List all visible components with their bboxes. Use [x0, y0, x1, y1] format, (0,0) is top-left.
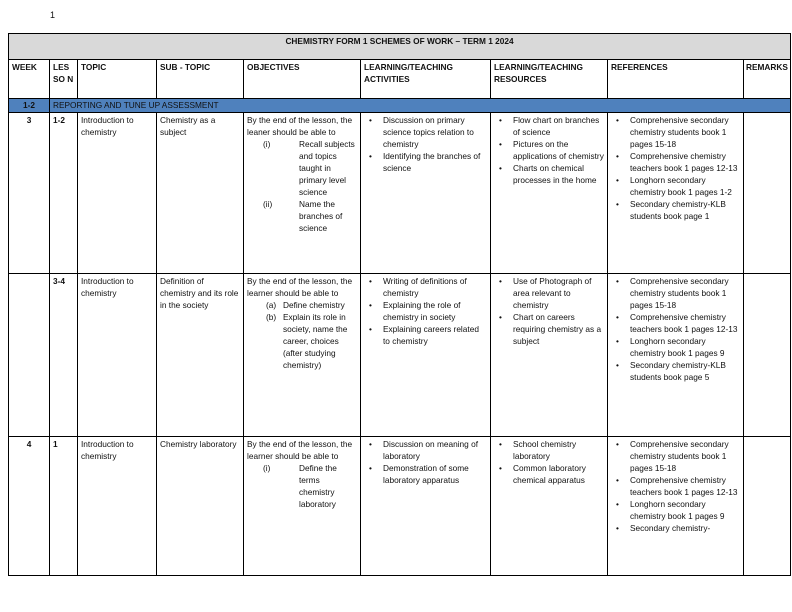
scheme-of-work-table: CHEMISTRY FORM 1 SCHEMES OF WORK – TERM … [7, 33, 792, 576]
remarks-cell [742, 273, 792, 437]
activities-cell: Discussion on primary science topics rel… [360, 112, 491, 274]
header-week: WEEK [8, 59, 50, 99]
subtopic-cell: Chemistry as a subject [156, 112, 244, 274]
reference-item: Comprehensive chemistry teachers book 1 … [611, 150, 740, 174]
header-row: WEEK LES SO N TOPIC SUB - TOPIC OBJECTIV… [8, 59, 792, 99]
reporting-band-row: 1-2 REPORTING AND TUNE UP ASSESSMENT [8, 98, 792, 113]
reference-list: Comprehensive secondary chemistry studen… [611, 114, 740, 222]
objectives-intro: By the end of the lesson, the learner sh… [247, 439, 353, 461]
header-lesson: LES SO N [49, 59, 78, 99]
header-activities: LEARNING/TEACHING ACTIVITIES [360, 59, 491, 99]
resources-cell: School chemistry laboratoryCommon labora… [490, 436, 608, 576]
activity-item: Demonstration of some laboratory apparat… [364, 462, 487, 486]
references-cell: Comprehensive secondary chemistry studen… [607, 112, 744, 274]
objective-item: (i) Define the terms chemistry laboratory [247, 462, 357, 510]
activities-cell: Discussion on meaning of laboratoryDemon… [360, 436, 491, 576]
week-cell: 3 [8, 112, 50, 274]
objective-label: (a) [266, 300, 277, 310]
objective-item: (ii) Name the branches of science [247, 198, 357, 234]
reference-item: Comprehensive secondary chemistry studen… [611, 114, 740, 150]
reference-item: Secondary chemistry-KLB students book pa… [611, 359, 740, 383]
activity-item: Explaining careers related to chemistry [364, 323, 487, 347]
lesson-cell: 3-4 [49, 273, 78, 437]
week-cell: 4 [8, 436, 50, 576]
remarks-cell [742, 112, 792, 274]
resources-cell: Flow chart on branches of sciencePicture… [490, 112, 608, 274]
references-cell: Comprehensive secondary chemistry studen… [607, 436, 744, 576]
reference-list: Comprehensive secondary chemistry studen… [611, 438, 740, 534]
resource-list: Use of Photograph of area relevant to ch… [494, 275, 604, 347]
reference-item: Longhorn secondary chemistry book 1 page… [611, 498, 740, 522]
topic-cell: Introduction to chemistry [77, 112, 157, 274]
subtopic-cell: Definition of chemistry and its role in … [156, 273, 244, 437]
activity-item: Discussion on meaning of laboratory [364, 438, 487, 462]
objective-text: Define chemistry [283, 300, 345, 310]
reference-item: Longhorn secondary chemistry book 1 page… [611, 335, 740, 359]
objective-label: (b) [266, 312, 277, 322]
reference-item: Secondary chemistry- [611, 522, 740, 534]
table-title: CHEMISTRY FORM 1 SCHEMES OF WORK – TERM … [7, 33, 792, 60]
topic-cell: Introduction to chemistry [77, 436, 157, 576]
page-number: 1 [50, 10, 56, 20]
objective-text: Recall subjects and topics taught in pri… [299, 139, 355, 197]
resource-list: Flow chart on branches of sciencePicture… [494, 114, 604, 186]
lesson-cell: 1 [49, 436, 78, 576]
reference-item: Comprehensive secondary chemistry studen… [611, 275, 740, 311]
resource-item: Common laboratory chemical apparatus [494, 462, 604, 486]
activity-list: Discussion on primary science topics rel… [364, 114, 487, 174]
objective-text: Explain its role in society, name the ca… [283, 312, 348, 370]
objective-item: (a) Define chemistry [247, 299, 357, 311]
activity-list: Discussion on meaning of laboratoryDemon… [364, 438, 487, 486]
band-text: REPORTING AND TUNE UP ASSESSMENT [48, 98, 792, 113]
resource-item: Chart on careers requiring chemistry as … [494, 311, 604, 347]
objective-text: Define the terms chemistry laboratory [299, 463, 337, 509]
resource-item: Charts on chemical processes in the home [494, 162, 604, 186]
lesson-cell: 1-2 [49, 112, 78, 274]
header-remarks: REMARKS [742, 59, 792, 99]
subtopic-cell: Chemistry laboratory [156, 436, 244, 576]
activity-item: Identifying the branches of science [364, 150, 487, 174]
resources-cell: Use of Photograph of area relevant to ch… [490, 273, 608, 437]
reference-item: Longhorn secondary chemistry book 1 page… [611, 174, 740, 198]
resource-item: Flow chart on branches of science [494, 114, 604, 138]
objectives-cell: By the end of the lesson, the learner sh… [243, 273, 361, 437]
resource-item: Use of Photograph of area relevant to ch… [494, 275, 604, 311]
activity-list: Writing of definitions of chemistryExpla… [364, 275, 487, 347]
objective-item: (i) Recall subjects and topics taught in … [247, 138, 357, 198]
resource-item: Pictures on the applications of chemistr… [494, 138, 604, 162]
band-week: 1-2 [8, 98, 50, 113]
table-row: 3-4 Introduction to chemistry Definition o… [8, 273, 792, 437]
resource-list: School chemistry laboratoryCommon labora… [494, 438, 604, 486]
reference-item: Secondary chemistry-KLB students book pa… [611, 198, 740, 222]
activity-item: Discussion on primary science topics rel… [364, 114, 487, 150]
reference-list: Comprehensive secondary chemistry studen… [611, 275, 740, 383]
activities-cell: Writing of definitions of chemistryExpla… [360, 273, 491, 437]
objectives-intro: By the end of the lesson, the leaner sho… [247, 115, 353, 137]
resource-item: School chemistry laboratory [494, 438, 604, 462]
table-row: 4 1 Introduction to chemistry Chemistry lab… [8, 436, 792, 576]
objective-label: (i) [263, 139, 271, 149]
header-references: REFERENCES [607, 59, 744, 99]
reference-item: Comprehensive secondary chemistry studen… [611, 438, 740, 474]
remarks-cell [742, 436, 792, 576]
table-row: 3 1-2 Introduction to chemistry Chemistry a… [8, 112, 792, 274]
activity-item: Writing of definitions of chemistry [364, 275, 487, 299]
week-cell [8, 273, 50, 437]
objective-item: (b) Explain its role in society, name the… [247, 311, 357, 371]
reference-item: Comprehensive chemistry teachers book 1 … [611, 474, 740, 498]
references-cell: Comprehensive secondary chemistry studen… [607, 273, 744, 437]
topic-cell: Introduction to chemistry [77, 273, 157, 437]
objectives-cell: By the end of the lesson, the learner sh… [243, 436, 361, 576]
objectives-intro: By the end of the lesson, the learner sh… [247, 276, 353, 298]
header-objectives: OBJECTIVES [243, 59, 361, 99]
objective-label: (i) [263, 463, 271, 473]
reference-item: Comprehensive chemistry teachers book 1 … [611, 311, 740, 335]
objective-text: Name the branches of science [299, 199, 343, 233]
activity-item: Explaining the role of chemistry in soci… [364, 299, 487, 323]
header-topic: TOPIC [77, 59, 157, 99]
header-resources: LEARNING/TEACHING RESOURCES [490, 59, 608, 99]
objectives-cell: By the end of the lesson, the leaner sho… [243, 112, 361, 274]
objective-label: (ii) [263, 199, 273, 209]
header-subtopic: SUB - TOPIC [156, 59, 244, 99]
